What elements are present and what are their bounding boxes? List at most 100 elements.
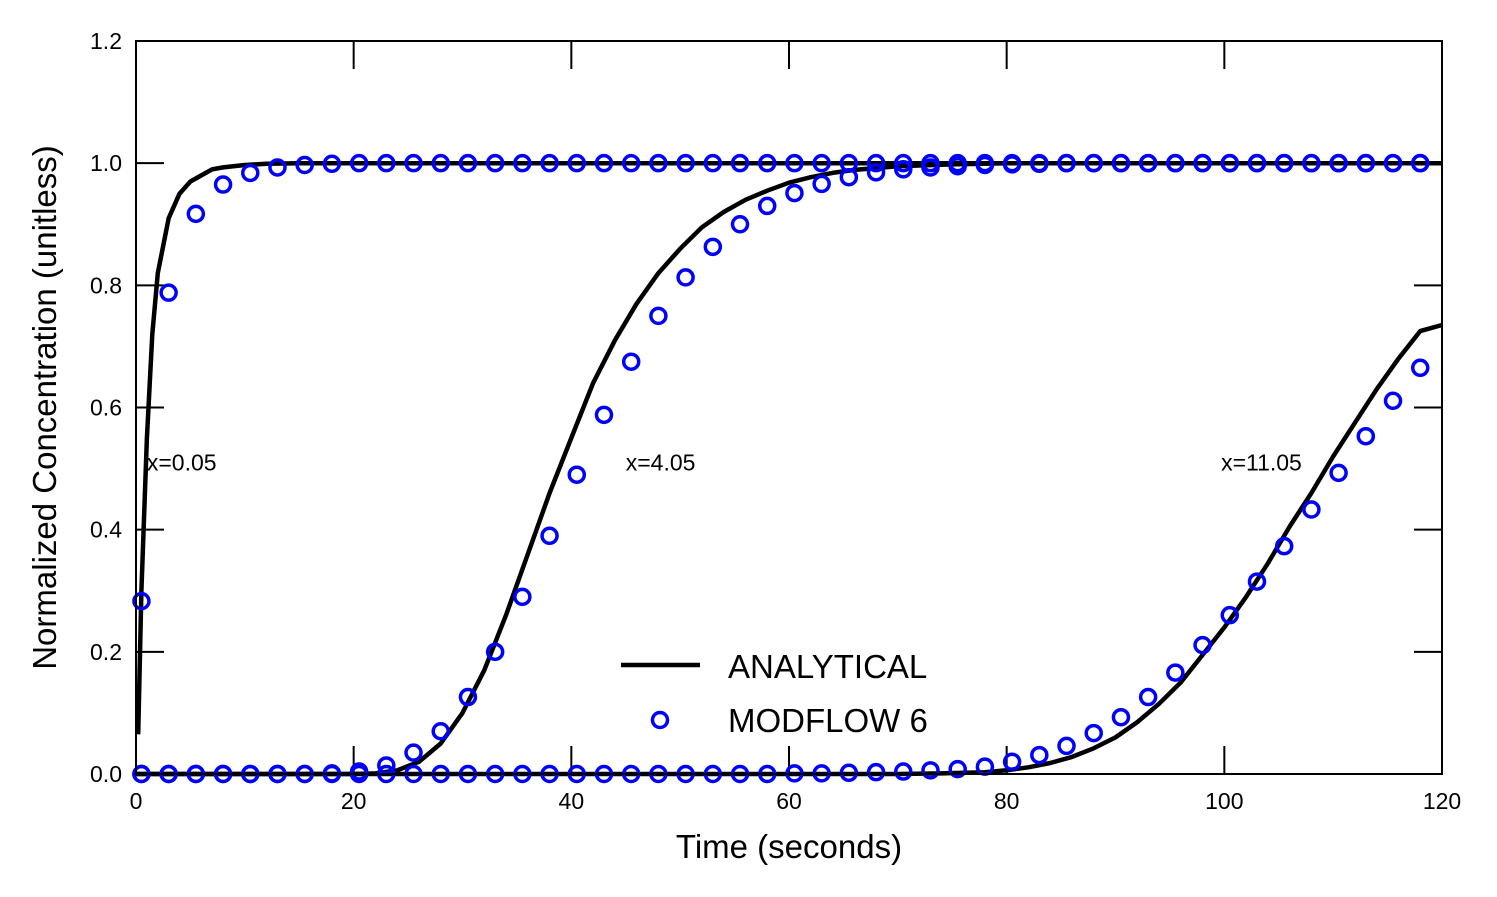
modflow-point xyxy=(676,153,695,173)
y-tick-label: 0.4 xyxy=(90,517,122,543)
modflow-point xyxy=(1247,153,1267,173)
modflow-point xyxy=(649,153,668,173)
modflow-point xyxy=(1030,745,1049,765)
modflow-point xyxy=(1111,153,1131,173)
modflow-point xyxy=(1274,153,1294,173)
modflow-point xyxy=(703,153,723,173)
location-label: x=11.05 xyxy=(1221,449,1302,475)
modflow-point xyxy=(839,167,859,187)
y-tick-label: 0.2 xyxy=(90,639,122,665)
modflow-point xyxy=(1247,572,1267,591)
x-tick-label: 60 xyxy=(776,788,802,814)
modflow-point xyxy=(1410,153,1430,173)
x-tick-label: 20 xyxy=(341,788,367,814)
modflow-point xyxy=(485,153,505,173)
modflow-point xyxy=(567,465,587,484)
modflow-point xyxy=(567,153,587,173)
modflow-point xyxy=(649,306,668,326)
y-tick-label: 1.0 xyxy=(90,150,122,176)
modflow-point xyxy=(894,762,913,781)
y-tick-label: 0.0 xyxy=(90,761,122,787)
modflow-point xyxy=(839,763,859,783)
modflow-point xyxy=(866,163,886,182)
modflow-point xyxy=(1002,155,1022,174)
legend-analytical-label: ANALYTICAL xyxy=(728,648,927,685)
modflow-point xyxy=(1166,153,1185,173)
legend: ANALYTICAL MODFLOW 6 xyxy=(621,648,928,739)
modflow-point xyxy=(1002,752,1022,772)
modflow-point xyxy=(132,591,151,611)
y-tick-label: 1.2 xyxy=(90,28,122,54)
modflow-point xyxy=(1111,707,1131,727)
modflow-point xyxy=(594,405,614,425)
legend-modflow-label: MODFLOW 6 xyxy=(728,702,928,739)
modflow-point xyxy=(377,153,396,173)
modflow-point xyxy=(404,153,423,173)
x-tick-label: 80 xyxy=(994,788,1020,814)
modflow-point xyxy=(1057,153,1076,173)
modflow-point xyxy=(948,759,967,779)
modflow-point xyxy=(295,155,314,175)
legend-modflow-swatch xyxy=(650,710,670,730)
modflow-point xyxy=(785,183,804,203)
x-axis-title: Time (seconds) xyxy=(676,828,902,865)
modflow-point xyxy=(513,587,532,607)
analytical-line xyxy=(136,322,1443,777)
plot-frame xyxy=(135,40,1443,775)
x-tick-label: 0 xyxy=(130,788,143,814)
analytical-line xyxy=(135,160,1442,735)
modflow-point xyxy=(866,762,886,782)
modflow-point xyxy=(812,174,831,194)
modflow-point xyxy=(1329,153,1348,173)
analytical-curves xyxy=(135,160,1443,777)
location-annotations: x=0.05 x=4.05 x=11.05 xyxy=(147,449,1302,475)
modflow-point xyxy=(1410,358,1430,378)
modflow-point xyxy=(186,204,206,224)
modflow-point xyxy=(948,156,967,176)
modflow-point xyxy=(431,153,450,173)
modflow-point xyxy=(594,153,614,173)
modflow-point xyxy=(1138,153,1158,173)
modflow-point xyxy=(1030,154,1049,174)
modflow-point xyxy=(785,153,804,173)
modflow-point xyxy=(1138,687,1158,707)
modflow-point xyxy=(540,153,559,173)
modflow-point xyxy=(1383,153,1403,173)
modflow-point xyxy=(458,153,478,173)
modflow-point xyxy=(213,175,233,194)
modflow-point xyxy=(241,163,260,183)
y-tick-label: 0.8 xyxy=(90,272,122,298)
modflow-point xyxy=(812,153,831,173)
modflow-point xyxy=(676,268,695,287)
modflow-point xyxy=(894,160,913,179)
modflow-point xyxy=(1302,153,1321,173)
modflow-point xyxy=(349,153,369,173)
modflow-point xyxy=(404,743,423,762)
y-axis-title: Normalized Concentration (unitless) xyxy=(26,145,63,670)
modflow-point xyxy=(159,283,178,302)
modflow-point xyxy=(1383,391,1403,411)
modflow-point xyxy=(621,352,641,371)
analytical-line xyxy=(136,160,1442,777)
modflow-point xyxy=(1329,463,1348,483)
modflow-point xyxy=(1220,153,1240,173)
modflow-point xyxy=(757,196,777,216)
modflow-point xyxy=(431,721,450,741)
modflow-point xyxy=(1084,153,1103,173)
modflow-point xyxy=(1274,536,1294,556)
modflow-point xyxy=(703,237,723,257)
modflow-point xyxy=(975,155,995,175)
modflow-point xyxy=(921,158,940,177)
modflow-point xyxy=(1220,605,1240,625)
modflow-point xyxy=(621,153,641,173)
modflow-point xyxy=(730,153,750,173)
modflow-point xyxy=(921,761,940,780)
location-label: x=4.05 xyxy=(626,449,696,475)
modflow-point xyxy=(894,153,913,173)
modflow-markers xyxy=(132,153,1430,784)
modflow-point xyxy=(322,154,342,174)
modflow-point xyxy=(1193,153,1212,173)
modflow-point xyxy=(1193,635,1212,655)
x-tick-label: 120 xyxy=(1423,788,1461,814)
